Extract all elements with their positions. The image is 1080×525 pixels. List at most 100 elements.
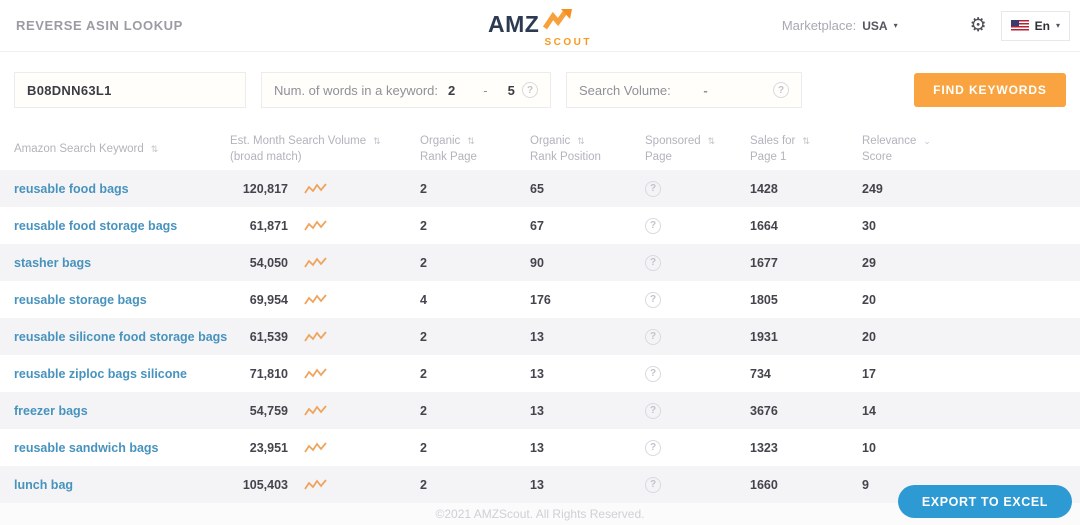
help-icon[interactable]: ?: [522, 82, 538, 98]
col-header-organic-rank-position[interactable]: Organic ⇅ Rank Position: [530, 134, 601, 163]
organic-rank-page-value: 2: [420, 329, 427, 344]
relevance-score-value: 29: [862, 255, 876, 270]
keyword-link[interactable]: stasher bags: [14, 255, 92, 270]
relevance-score-value: 20: [862, 292, 876, 307]
num-words-min-input[interactable]: 2: [448, 82, 456, 98]
amzscout-logo: AMZ SCOUT: [488, 7, 592, 48]
num-words-field: Num. of words in a keyword: 2 - 5 ?: [261, 72, 551, 108]
sort-icon[interactable]: ⇅: [467, 135, 475, 146]
trend-sparkline-icon[interactable]: [304, 182, 328, 196]
search-volume-value: 54,050: [249, 255, 288, 270]
marketplace-value: USA: [862, 18, 888, 33]
num-words-label: Num. of words in a keyword:: [274, 82, 439, 98]
search-volume-value[interactable]: -: [703, 82, 708, 98]
help-icon[interactable]: ?: [645, 217, 661, 234]
table-row: reusable ziploc bags silicone 71,810 2 1…: [0, 355, 1080, 392]
export-to-excel-button[interactable]: EXPORT TO EXCEL: [897, 485, 1072, 518]
relevance-score-value: 9: [862, 477, 869, 492]
col-header-organic-rank-page[interactable]: Organic ⇅ Rank Page: [420, 134, 477, 163]
organic-rank-page-value: 2: [420, 403, 427, 418]
sort-icon[interactable]: ⇅: [802, 135, 810, 146]
help-icon[interactable]: ?: [645, 365, 661, 382]
sort-icon[interactable]: ⇅: [707, 135, 716, 146]
help-icon[interactable]: ?: [773, 82, 789, 98]
sales-page-1-value: 1677: [750, 255, 778, 270]
table-header-row: Amazon Search Keyword ⇅ Est. Month Searc…: [0, 128, 1080, 170]
table-row: reusable sandwich bags 23,951 2 13 ? 132…: [0, 429, 1080, 466]
sales-page-1-value: 1805: [750, 292, 778, 307]
top-bar: REVERSE ASIN LOOKUP AMZ SCOUT Marketplac…: [0, 0, 1080, 52]
chevron-down-icon: ▾: [893, 21, 898, 30]
organic-rank-page-value: 2: [420, 181, 427, 196]
sort-icon[interactable]: ⇅: [150, 143, 159, 154]
relevance-score-value: 30: [862, 218, 876, 233]
trend-sparkline-icon[interactable]: [304, 256, 328, 270]
sort-down-icon[interactable]: ⌄: [923, 135, 931, 146]
search-volume-value: 61,871: [249, 218, 288, 233]
sales-page-1-value: 3676: [750, 403, 778, 418]
organic-rank-page-value: 2: [420, 366, 427, 381]
gear-icon[interactable]: ⚙: [969, 15, 987, 36]
trend-sparkline-icon[interactable]: [304, 219, 328, 233]
help-icon[interactable]: ?: [645, 476, 661, 493]
organic-rank-position-value: 65: [530, 181, 544, 196]
help-icon[interactable]: ?: [645, 439, 661, 456]
find-keywords-button[interactable]: FIND KEYWORDS: [914, 73, 1066, 107]
marketplace-selector[interactable]: Marketplace: USA ▾: [782, 18, 898, 33]
organic-rank-position-value: 13: [530, 403, 544, 418]
help-icon[interactable]: ?: [645, 291, 661, 308]
trend-sparkline-icon[interactable]: [304, 330, 328, 344]
sales-page-1-value: 1660: [750, 477, 778, 492]
organic-rank-position-value: 13: [530, 440, 544, 455]
organic-rank-position-value: 67: [530, 218, 544, 233]
keyword-link[interactable]: reusable storage bags: [14, 292, 147, 307]
language-selector[interactable]: En ▾: [1000, 10, 1070, 41]
sales-page-1-value: 1428: [750, 181, 778, 196]
table-row: reusable food storage bags 61,871 2 67 ?…: [0, 207, 1080, 244]
sort-icon[interactable]: ⇅: [373, 135, 381, 146]
num-words-max-input[interactable]: 5: [507, 82, 515, 98]
keyword-link[interactable]: reusable silicone food storage bags: [14, 329, 228, 344]
trend-sparkline-icon[interactable]: [304, 441, 328, 455]
keyword-link[interactable]: reusable ziploc bags silicone: [14, 366, 187, 381]
keyword-link[interactable]: freezer bags: [14, 403, 88, 418]
search-bar: Num. of words in a keyword: 2 - 5 ? Sear…: [0, 52, 1080, 128]
search-volume-value: 71,810: [249, 366, 288, 381]
relevance-score-value: 20: [862, 329, 876, 344]
logo-amz-text: AMZ: [488, 11, 540, 37]
keyword-link[interactable]: reusable sandwich bags: [14, 440, 159, 455]
asin-input[interactable]: [27, 82, 233, 98]
help-icon[interactable]: ?: [645, 402, 661, 419]
num-words-separator: -: [483, 82, 488, 98]
trend-sparkline-icon[interactable]: [304, 367, 328, 381]
col-header-relevance-score[interactable]: Relevance ⌄ Score: [862, 134, 931, 163]
organic-rank-position-value: 13: [530, 329, 544, 344]
keyword-link[interactable]: lunch bag: [14, 477, 74, 492]
keyword-link[interactable]: reusable food bags: [14, 181, 129, 196]
organic-rank-page-value: 2: [420, 218, 427, 233]
help-icon[interactable]: ?: [645, 180, 661, 197]
organic-rank-position-value: 176: [530, 292, 551, 307]
help-icon[interactable]: ?: [645, 328, 661, 345]
organic-rank-page-value: 2: [420, 477, 427, 492]
sales-page-1-value: 734: [750, 366, 771, 381]
footer: ©2021 AMZScout. All Rights Reserved.: [0, 503, 1080, 525]
table-row: freezer bags 54,759 2 13 ? 3676 14: [0, 392, 1080, 429]
sort-icon[interactable]: ⇅: [577, 135, 585, 146]
asin-field[interactable]: [14, 72, 246, 108]
help-icon[interactable]: ?: [645, 254, 661, 271]
col-header-sales-page-1[interactable]: Sales for ⇅ Page 1: [750, 134, 810, 163]
language-value: En: [1034, 18, 1050, 33]
col-header-search-volume[interactable]: Est. Month Search Volume ⇅ (broad match): [230, 134, 381, 163]
trend-sparkline-icon[interactable]: [304, 404, 328, 418]
trend-sparkline-icon[interactable]: [304, 293, 328, 307]
table-row: reusable food bags 120,817 2 65 ? 1428 2…: [0, 170, 1080, 207]
copyright-text: ©2021 AMZScout. All Rights Reserved.: [435, 507, 645, 521]
table-row: reusable silicone food storage bags 61,5…: [0, 318, 1080, 355]
col-header-keyword[interactable]: Amazon Search Keyword ⇅: [14, 142, 159, 155]
col-header-sponsored-page[interactable]: Sponsored ⇅ Page: [645, 134, 716, 163]
keyword-link[interactable]: reusable food storage bags: [14, 218, 178, 233]
search-volume-value: 120,817: [242, 181, 288, 196]
trend-sparkline-icon[interactable]: [304, 478, 328, 492]
organic-rank-page-value: 4: [420, 292, 427, 307]
